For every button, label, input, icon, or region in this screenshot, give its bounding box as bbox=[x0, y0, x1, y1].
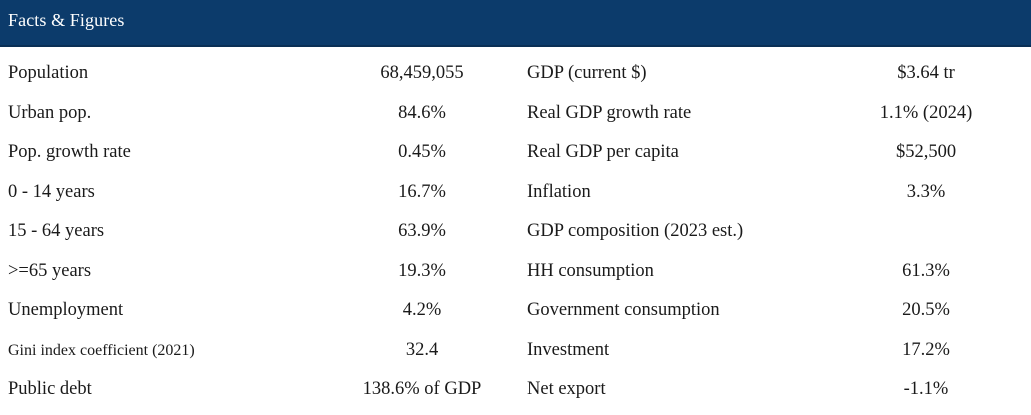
table-row-age-15-64: 15 - 64 years 63.9% GDP composition (202… bbox=[0, 212, 1031, 252]
right-value: 1.1% (2024) bbox=[879, 102, 973, 123]
left-value: 32.4 bbox=[405, 339, 439, 360]
right-label: Real GDP per capita bbox=[527, 142, 679, 162]
left-label: Urban pop. bbox=[8, 102, 92, 123]
table-row-age-0-14: 0 - 14 years 16.7% Inflation 3.3% bbox=[0, 173, 1031, 213]
left-value: 138.6% of GDP bbox=[362, 379, 482, 399]
left-value: 84.6% bbox=[398, 102, 446, 123]
left-value: 63.9% bbox=[398, 221, 446, 241]
table-row-public-debt: Public debt 138.6% of GDP Net export -1.… bbox=[0, 370, 1031, 410]
right-value: $52,500 bbox=[895, 142, 957, 162]
table-row-unemployment: Unemployment 4.2% Government consumption… bbox=[0, 291, 1031, 331]
right-value: $3.64 tr bbox=[897, 63, 955, 83]
right-label: Investment bbox=[527, 339, 610, 360]
right-value: 17.2% bbox=[902, 339, 950, 360]
right-label: Net export bbox=[527, 379, 606, 399]
left-label: Unemployment bbox=[8, 300, 124, 320]
left-value: 19.3% bbox=[398, 260, 446, 281]
left-label: >=65 years bbox=[8, 260, 92, 281]
table-row-urban-pop: Urban pop. 84.6% Real GDP growth rate 1.… bbox=[0, 94, 1031, 134]
left-label: 15 - 64 years bbox=[8, 221, 105, 241]
right-label: Government consumption bbox=[527, 300, 720, 320]
left-value: 0.45% bbox=[398, 142, 446, 162]
left-label: Population bbox=[8, 63, 89, 83]
right-label: GDP (current $) bbox=[527, 63, 647, 83]
table-row-age-65-plus: >=65 years 19.3% HH consumption 61.3% bbox=[0, 252, 1031, 292]
left-label: 0 - 14 years bbox=[8, 181, 95, 202]
right-value: 20.5% bbox=[902, 300, 950, 320]
panel-title: Facts & Figures bbox=[8, 10, 125, 30]
table-row-pop-growth: Pop. growth rate 0.45% Real GDP per capi… bbox=[0, 133, 1031, 173]
left-label: Gini index coefficient (2021) bbox=[8, 341, 195, 359]
facts-table: Population 68,459,055 GDP (current $) $3… bbox=[0, 54, 1031, 410]
right-label: HH consumption bbox=[527, 260, 654, 281]
table-row-gini: Gini index coefficient (2021) 32.4 Inves… bbox=[0, 331, 1031, 371]
right-label: GDP composition (2023 est.) bbox=[527, 221, 744, 241]
left-value: 16.7% bbox=[398, 181, 446, 202]
panel-header: Facts & Figures bbox=[0, 0, 1031, 47]
right-value: 3.3% bbox=[906, 181, 946, 202]
right-label: Inflation bbox=[527, 181, 591, 202]
left-label: Public debt bbox=[8, 379, 92, 399]
right-value: -1.1% bbox=[903, 379, 949, 399]
left-value: 68,459,055 bbox=[380, 63, 464, 83]
right-label: Real GDP growth rate bbox=[527, 102, 692, 123]
right-value: 61.3% bbox=[902, 260, 950, 281]
left-value: 4.2% bbox=[402, 300, 442, 320]
table-row-population: Population 68,459,055 GDP (current $) $3… bbox=[0, 54, 1031, 94]
left-label: Pop. growth rate bbox=[8, 142, 131, 162]
